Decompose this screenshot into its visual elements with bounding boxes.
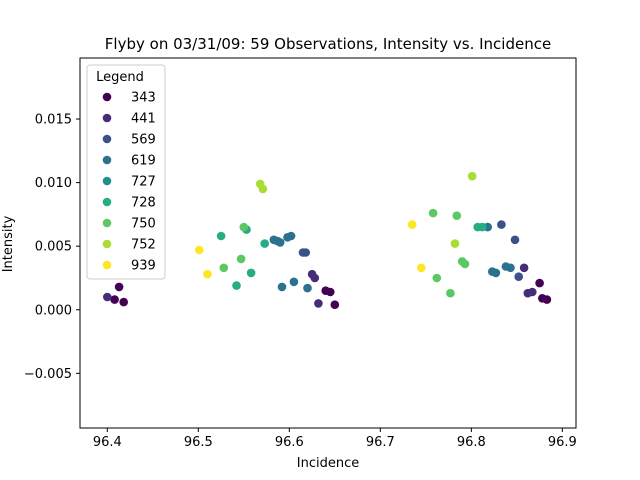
legend-marker [102, 218, 112, 228]
data-point [497, 220, 506, 229]
data-point [535, 278, 544, 288]
data-point [310, 273, 320, 283]
plot-frame [79, 57, 577, 429]
data-point [203, 269, 212, 279]
legend-marker [102, 134, 112, 144]
data-point [407, 220, 417, 229]
data-point [219, 263, 229, 273]
legend-label: 569 [131, 133, 156, 148]
x-tick-label: 96.7 [366, 435, 395, 450]
legend-label: 619 [131, 154, 156, 169]
legend-label: 939 [131, 259, 156, 274]
data-point [301, 248, 311, 257]
data-point [260, 239, 270, 248]
x-tick-label: 96.6 [275, 435, 304, 450]
data-point [286, 231, 296, 241]
legend-marker [102, 155, 112, 165]
data-point [446, 288, 455, 298]
data-point [110, 295, 119, 304]
data-point [119, 297, 128, 307]
x-tick-label: 96.8 [457, 435, 486, 450]
y-tick-label: 0.015 [35, 113, 72, 128]
data-point [103, 292, 112, 302]
data-point [452, 211, 462, 220]
data-point [528, 287, 537, 297]
data-point [491, 268, 501, 278]
legend-label: 728 [131, 196, 156, 211]
data-point [114, 282, 124, 292]
y-tick-label: 0.000 [35, 303, 72, 318]
data-point [216, 231, 226, 241]
legend-label: 441 [131, 112, 156, 127]
x-axis-label: Incidence [297, 456, 359, 471]
legend-marker [102, 176, 112, 186]
legend-marker [102, 113, 112, 123]
legend-marker [102, 260, 112, 270]
x-tick-label: 96.9 [548, 435, 577, 450]
data-point [239, 222, 249, 232]
data-point [277, 282, 287, 292]
legend-label: 727 [131, 175, 156, 190]
data-point [514, 272, 523, 282]
data-point [450, 239, 460, 248]
legend-title: Legend [96, 70, 144, 85]
x-tick-label: 96.4 [93, 435, 122, 450]
data-point [236, 254, 246, 264]
data-point [330, 300, 340, 310]
legend-marker [102, 197, 112, 207]
data-point [510, 235, 520, 245]
data-point [478, 222, 487, 232]
data-point [432, 273, 442, 283]
data-point [467, 171, 477, 181]
data-point [542, 295, 552, 304]
y-tick-label: 0.010 [35, 176, 72, 191]
data-point [326, 287, 335, 297]
chart-title: Flyby on 03/31/09: 59 Observations, Inte… [105, 35, 551, 53]
data-point [303, 283, 312, 293]
x-tick-label: 96.5 [184, 435, 213, 450]
data-point [232, 281, 241, 290]
plot-area: 96.4 96.5 96.6 96.7 96.8 96.9 −0.005 0.000 0.005… [24, 57, 577, 450]
data-point [289, 277, 299, 287]
data-point [275, 238, 285, 247]
legend-marker [102, 239, 112, 249]
y-tick-label: 0.005 [35, 240, 72, 255]
legend-label: 750 [131, 217, 156, 232]
data-point [428, 208, 438, 218]
data-point [506, 263, 515, 273]
data-point [417, 263, 426, 273]
y-tick-label: −0.005 [24, 367, 72, 382]
data-point [194, 245, 204, 255]
y-axis-label: Intensity [1, 215, 16, 272]
data-point [246, 268, 256, 278]
data-point [519, 263, 529, 273]
legend-marker [102, 92, 112, 102]
data-point [258, 184, 268, 194]
data-point [460, 259, 470, 269]
legend-label: 752 [131, 238, 156, 253]
data-point [314, 299, 323, 308]
legend-label: 343 [131, 91, 156, 106]
